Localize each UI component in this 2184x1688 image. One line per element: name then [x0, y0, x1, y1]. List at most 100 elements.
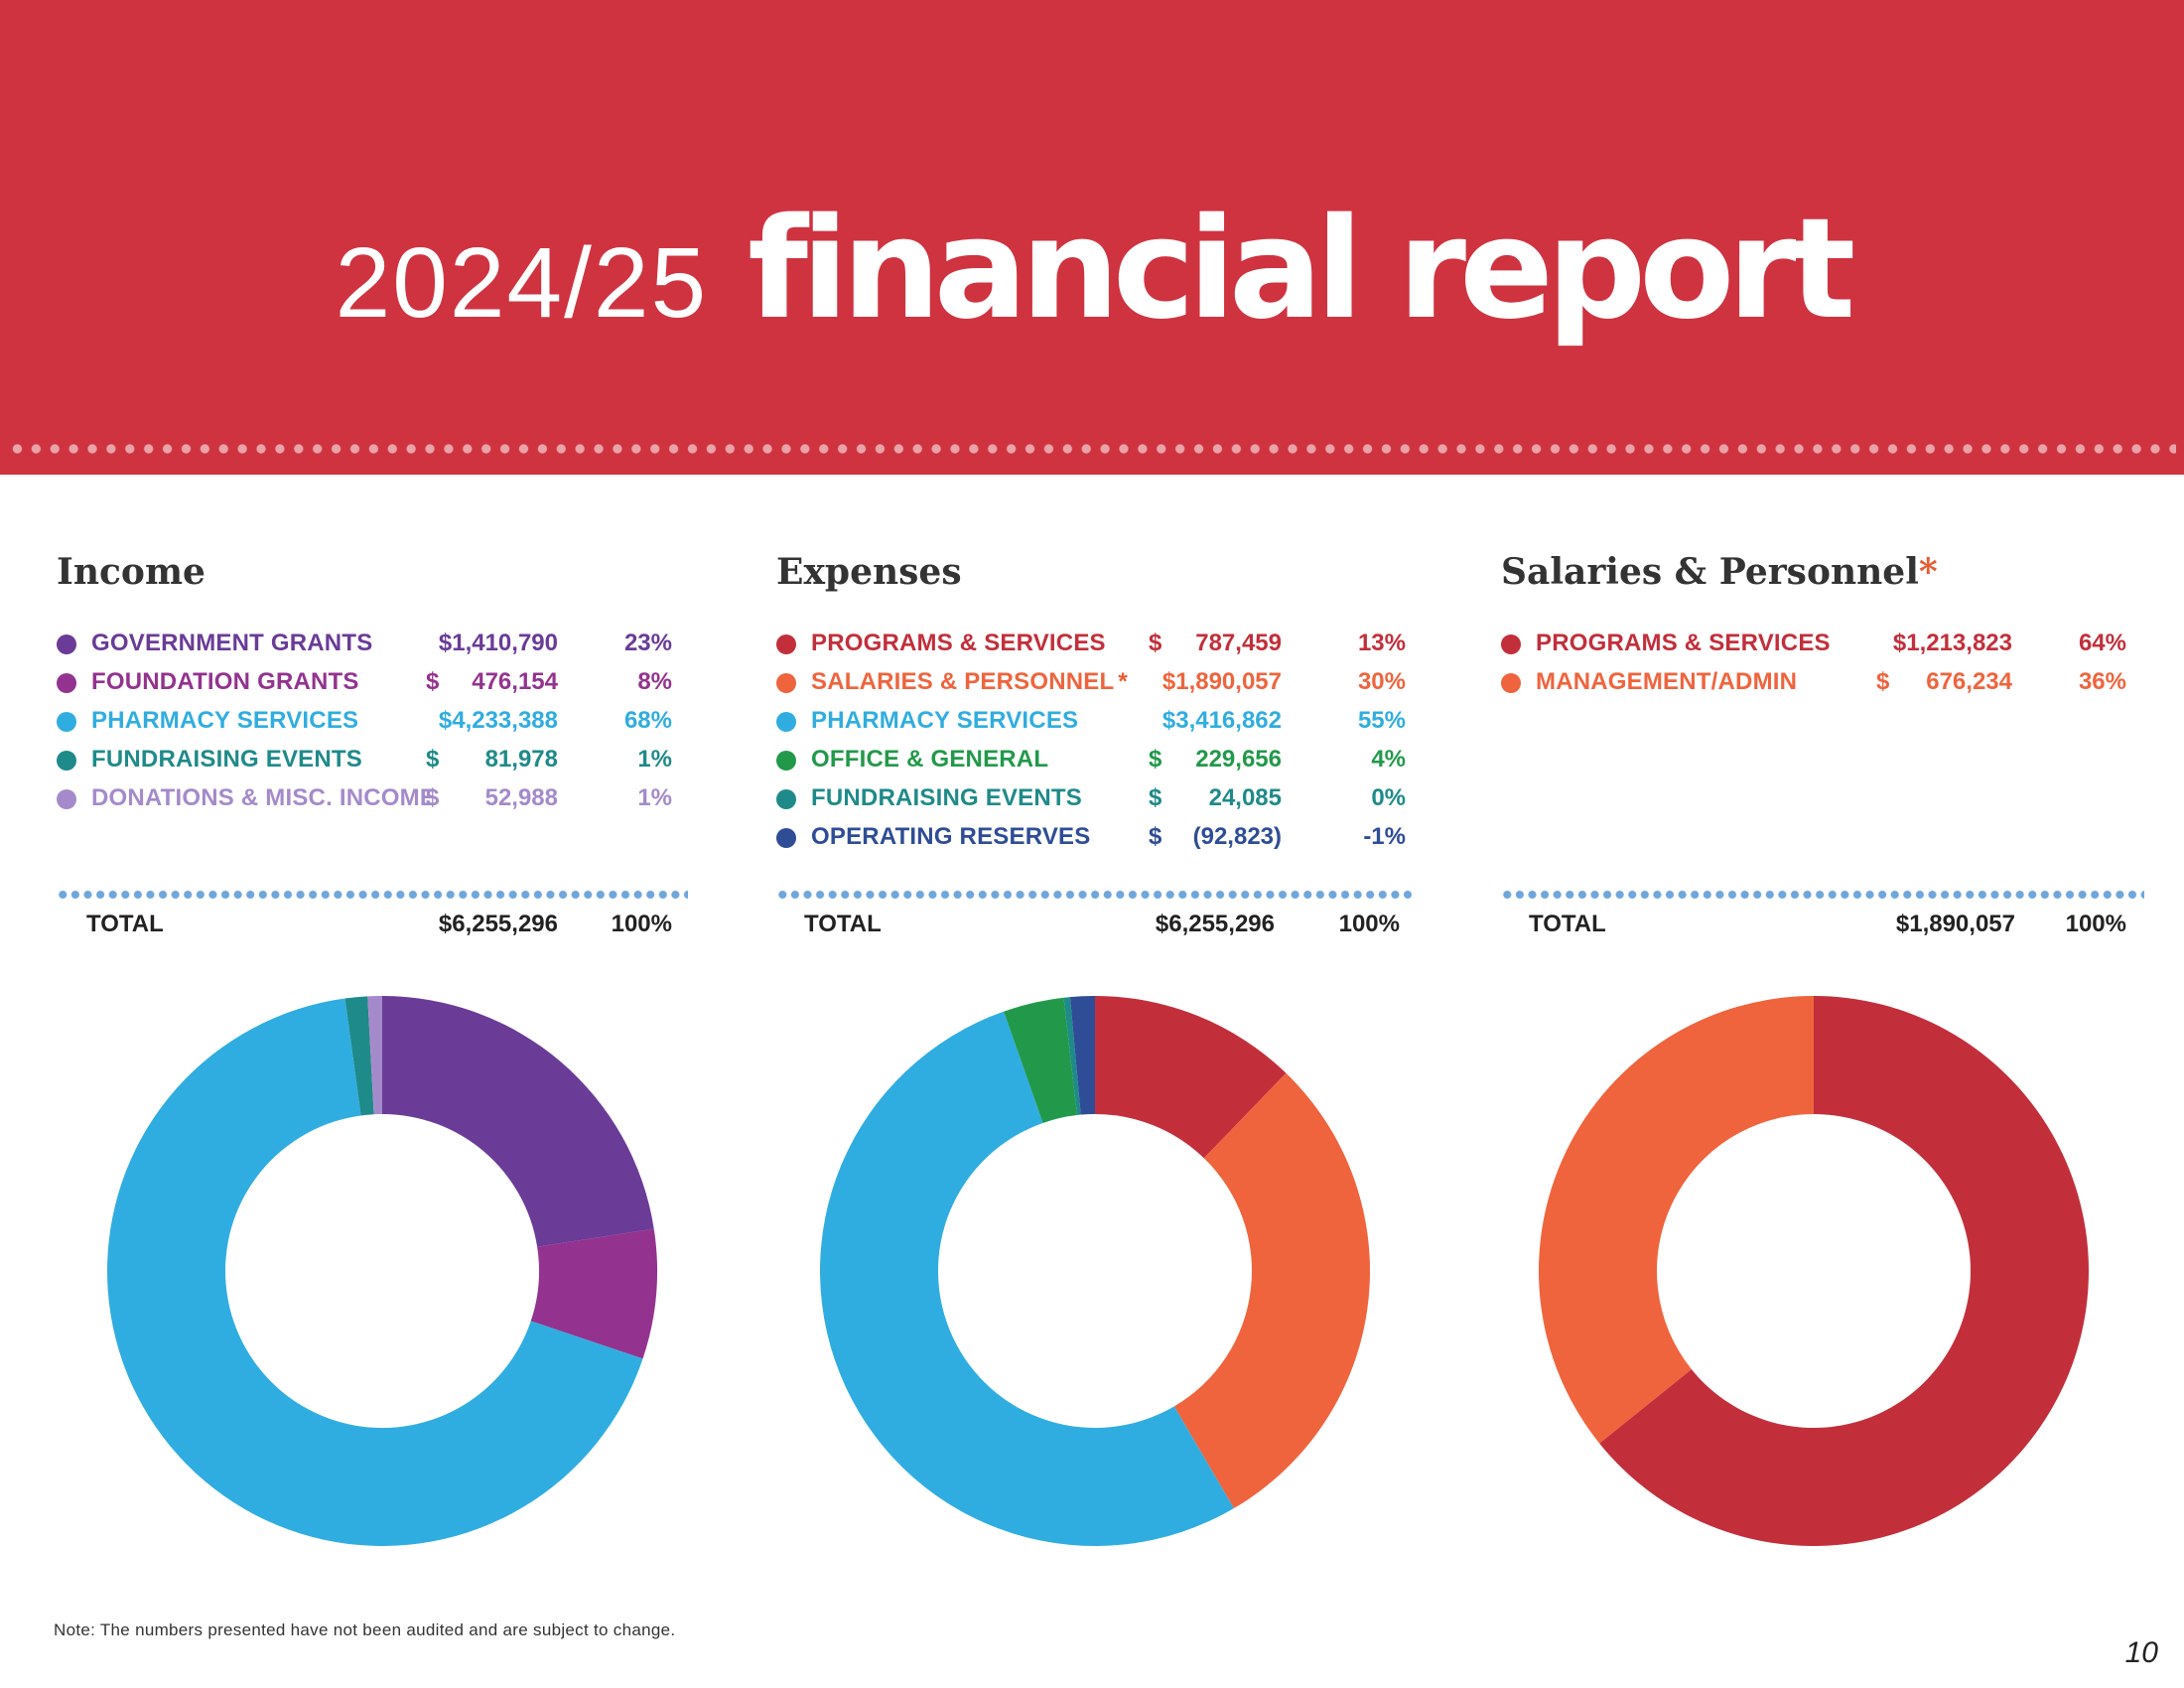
page-title: 2024/25 financial report — [0, 189, 2184, 351]
legend-dot — [776, 751, 796, 771]
total-label: TOTAL — [86, 911, 164, 937]
legend-row: FUNDRAISING EVENTS $24,085 0% — [776, 783, 1412, 822]
legend-label-text: FUNDRAISING EVENTS — [811, 784, 1082, 811]
donut-slice-fundraising-events — [344, 996, 374, 1116]
total-label: TOTAL — [804, 911, 882, 937]
legend-amount: 476,154 — [472, 668, 558, 695]
legend-amount: 81,978 — [484, 746, 558, 773]
legend-amount: 229,656 — [1195, 746, 1282, 773]
legend-label: OFFICE & GENERAL — [811, 746, 1048, 774]
legend-dot — [57, 673, 76, 693]
expenses-section: Expenses PROGRAMS & SERVICES $787,459 13% SA… — [776, 551, 1412, 937]
total-amount: $6,255,296 — [438, 911, 558, 937]
legend-label: OPERATING RESERVES — [811, 823, 1090, 851]
legend-amount: 24,085 — [1208, 784, 1282, 811]
total-dotted-divider — [57, 889, 688, 901]
expenses-donut-chart — [820, 996, 1370, 1546]
legend-row: FOUNDATION GRANTS $476,154 8% — [57, 667, 692, 706]
legend-label: PHARMACY SERVICES — [811, 707, 1078, 735]
legend-row: OFFICE & GENERAL $229,656 4% — [776, 745, 1412, 783]
legend-row: OPERATING RESERVES $ (92,823) -1% — [776, 822, 1412, 861]
legend-label: PROGRAMS & SERVICES — [1536, 630, 1831, 657]
legend-dot — [57, 712, 76, 732]
income-donut-chart — [107, 996, 657, 1546]
legend-percent: 68% — [623, 707, 672, 734]
currency-symbol: $ — [426, 746, 440, 773]
donut-slice-operating-reserves — [1069, 996, 1095, 1115]
audit-footnote: Note: The numbers presented have not bee… — [54, 1620, 676, 1639]
legend-label-text: FOUNDATION GRANTS — [91, 668, 359, 695]
legend-percent: 1% — [637, 784, 672, 811]
legend-label: PROGRAMS & SERVICES — [811, 630, 1106, 657]
total-row: TOTAL $6,255,296 100% — [776, 911, 1412, 946]
legend-dot — [1501, 673, 1521, 693]
legend-label-text: GOVERNMENT GRANTS — [91, 630, 373, 656]
total-amount: $6,255,296 — [1155, 911, 1275, 937]
legend-label-text: PHARMACY SERVICES — [91, 707, 359, 734]
legend-percent: 55% — [1357, 707, 1406, 734]
legend-percent: 8% — [637, 668, 672, 695]
legend-percent: 30% — [1357, 668, 1406, 695]
label-asterisk: * — [1118, 668, 1128, 695]
legend-list: GOVERNMENT GRANTS $1,410,790 23% FOUNDATION… — [57, 629, 692, 877]
legend-row: PHARMACY SERVICES $4,233,388 68% — [57, 706, 692, 745]
donut-slice-programs-services — [1095, 996, 1287, 1159]
donut-slice-pharmacy-services — [107, 998, 643, 1546]
section-title-text: Income — [57, 551, 205, 593]
currency-symbol: $ — [1876, 668, 1890, 695]
legend-label-text: OFFICE & GENERAL — [811, 746, 1049, 773]
legend-label: PHARMACY SERVICES — [91, 707, 358, 735]
salaries-donut-chart — [1539, 996, 2089, 1546]
legend-label-text: PROGRAMS & SERVICES — [811, 630, 1106, 656]
legend-dot — [776, 828, 796, 848]
legend-list: PROGRAMS & SERVICES $787,459 13% SALARIES &… — [776, 629, 1412, 877]
legend-label-text: PHARMACY SERVICES — [811, 707, 1079, 734]
title-asterisk: * — [1918, 551, 1938, 593]
legend-label-text: DONATIONS & MISC. INCOME — [91, 784, 437, 811]
legend-row: FUNDRAISING EVENTS $81,978 1% — [57, 745, 692, 783]
legend-label: SALARIES & PERSONNEL * — [811, 668, 1128, 696]
donut-slice-government-grants — [382, 996, 654, 1247]
legend-percent: 13% — [1357, 630, 1406, 656]
legend-dot — [57, 634, 76, 654]
currency-symbol: $ — [426, 784, 440, 811]
legend-label: GOVERNMENT GRANTS — [91, 630, 372, 657]
legend-label: DONATIONS & MISC. INCOME — [91, 784, 436, 812]
total-percent: 100% — [2065, 911, 2126, 937]
section-title: Income — [57, 551, 692, 595]
donut-slice-fundraising-events — [1063, 997, 1081, 1116]
donut-slice-donations-misc-income — [367, 996, 382, 1115]
total-label: TOTAL — [1529, 911, 1606, 937]
legend-row: PROGRAMS & SERVICES $1,213,823 64% — [1501, 629, 2136, 667]
legend-label-text: PROGRAMS & SERVICES — [1536, 630, 1831, 656]
legend-amount: 52,988 — [484, 784, 558, 811]
legend-dot — [776, 789, 796, 809]
legend-label: FUNDRAISING EVENTS — [811, 784, 1082, 812]
legend-percent: 4% — [1371, 746, 1406, 773]
legend-amount: 787,459 — [1195, 630, 1282, 656]
legend-row: SALARIES & PERSONNEL * $1,890,057 30% — [776, 667, 1412, 706]
currency-symbol: $ — [1149, 746, 1162, 773]
legend-amount: (92,823) — [1192, 823, 1282, 850]
legend-percent: 0% — [1371, 784, 1406, 811]
legend-label-text: SALARIES & PERSONNEL — [811, 668, 1115, 695]
legend-percent: 23% — [623, 630, 672, 656]
total-dotted-divider — [776, 889, 1412, 901]
report-year: 2024/25 — [335, 227, 709, 339]
legend-label: FOUNDATION GRANTS — [91, 668, 359, 696]
total-row: TOTAL $6,255,296 100% — [57, 911, 692, 946]
legend-label: FUNDRAISING EVENTS — [91, 746, 362, 774]
legend-percent: -1% — [1363, 823, 1406, 850]
legend-percent: 64% — [2078, 630, 2126, 656]
donut-slice-pharmacy-services — [820, 1011, 1234, 1546]
legend-dot — [776, 634, 796, 654]
legend-amount: 676,234 — [1926, 668, 2012, 695]
legend-list: PROGRAMS & SERVICES $1,213,823 64% MANAGEME… — [1501, 629, 2136, 877]
legend-amount: $4,233,388 — [438, 707, 558, 734]
legend-row: MANAGEMENT/ADMIN $676,234 36% — [1501, 667, 2136, 706]
report-title: financial report — [748, 189, 1855, 351]
legend-label: MANAGEMENT/ADMIN — [1536, 668, 1797, 696]
currency-symbol: $ — [1149, 823, 1162, 850]
legend-dot — [776, 673, 796, 693]
legend-label-text: MANAGEMENT/ADMIN — [1536, 668, 1798, 695]
